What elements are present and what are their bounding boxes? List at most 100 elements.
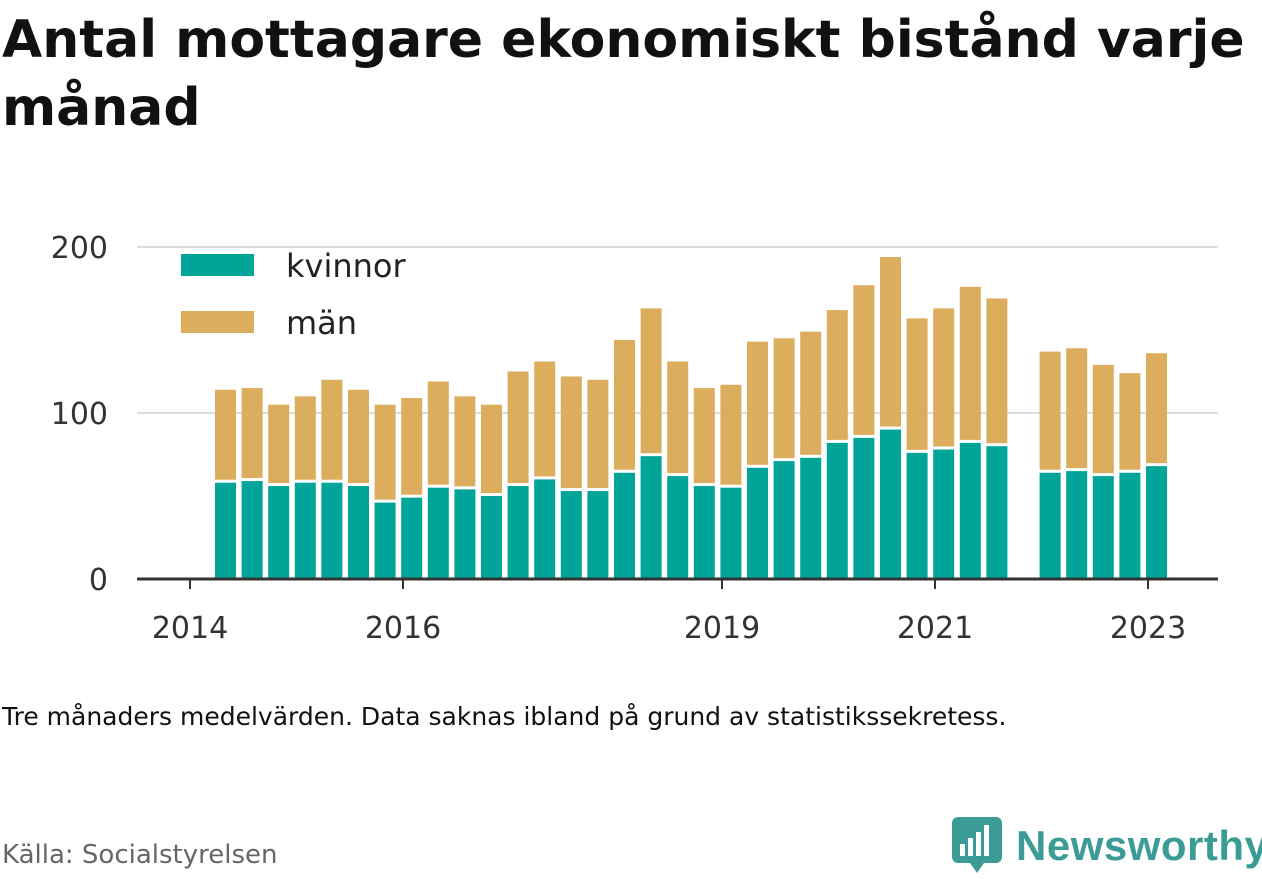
bar-kvinnor (853, 437, 875, 579)
bar-man (374, 404, 396, 500)
bar-stack (241, 388, 263, 579)
bar-stack (880, 256, 901, 579)
bar-man (241, 388, 263, 479)
bar-stack (773, 338, 795, 579)
bar-stack (906, 318, 928, 579)
x-tick-label: 2019 (684, 611, 760, 646)
bar-kvinnor (1146, 466, 1167, 579)
x-tick-2016: 2016 (365, 579, 441, 646)
bar-man (747, 341, 768, 465)
bar-man (560, 376, 582, 489)
bar-stack (986, 298, 1008, 579)
bar-kvinnor (427, 487, 449, 579)
bar-stack (481, 404, 502, 579)
bar-stack (1146, 353, 1167, 579)
bar-stack (933, 308, 955, 579)
x-tick-label: 2023 (1110, 611, 1186, 646)
bar-man (294, 396, 316, 480)
y-tick-label: 0 (89, 563, 108, 598)
bar-man (800, 331, 822, 455)
bar-stack (268, 404, 290, 579)
bar-man (534, 361, 556, 477)
bar-man (481, 404, 502, 493)
y-axis-ticks: 0 100 200 (51, 231, 108, 598)
legend-label-man: män (286, 304, 357, 342)
bar-kvinnor (321, 482, 343, 579)
bar-kvinnor (614, 472, 635, 579)
bar-man (348, 389, 369, 484)
bar-stack (667, 361, 689, 579)
bar-kvinnor (880, 429, 901, 579)
bar-stack (693, 388, 715, 579)
bar-stack (800, 331, 822, 579)
bar-kvinnor (667, 476, 689, 579)
bar-stack (534, 361, 556, 579)
bar-man (1039, 351, 1061, 470)
bar-stack (560, 376, 582, 579)
bar-man (773, 338, 795, 459)
bar-kvinnor (1039, 472, 1061, 579)
bar-man (826, 310, 848, 440)
bar-stack (1039, 351, 1061, 579)
bar-kvinnor (268, 486, 290, 579)
bar-man (667, 361, 689, 474)
bar-man (693, 388, 715, 484)
bar-stack (401, 398, 423, 579)
x-tick-label: 2016 (365, 611, 441, 646)
bar-kvinnor (348, 486, 369, 579)
bar-stack (1119, 373, 1141, 579)
bar-man (880, 256, 901, 427)
bar-stack (826, 310, 848, 579)
bar-kvinnor (959, 442, 981, 579)
bar-kvinnor (507, 486, 529, 579)
bar-stack (507, 371, 529, 579)
legend-label-kvinnor: kvinnor (286, 247, 407, 285)
bar-man (1066, 348, 1088, 469)
bars (215, 256, 1167, 579)
bar-kvinnor (374, 502, 396, 579)
bar-man (454, 396, 476, 487)
y-tick-label: 100 (51, 397, 108, 432)
x-tick-2021: 2021 (897, 579, 973, 646)
legend: kvinnor män (181, 247, 407, 342)
chart-note: Tre månaders medelvärden. Data saknas ib… (2, 702, 1007, 731)
bar-kvinnor (747, 467, 768, 579)
bar-kvinnor (560, 491, 582, 579)
bar-chart-speech-bubble-icon (952, 817, 1002, 873)
bar-kvinnor (640, 456, 662, 579)
brand-name: Newsworthy (1016, 822, 1262, 869)
bar-stack (587, 379, 609, 579)
bar-man (614, 339, 635, 470)
bar-kvinnor (534, 479, 556, 579)
bar-man (986, 298, 1008, 444)
bar-kvinnor (215, 482, 236, 579)
bar-man (906, 318, 928, 450)
bar-kvinnor (401, 497, 423, 579)
legend-item-kvinnor: kvinnor (181, 247, 407, 285)
bar-stack (294, 396, 316, 579)
bar-man (1146, 353, 1167, 464)
x-tick-2023: 2023 (1110, 579, 1186, 646)
legend-swatch-man (181, 311, 254, 333)
bar-man (720, 384, 742, 485)
stacked-bar-chart: 0 100 200 2014 2016 2019 2021 2023 kvinnor (51, 231, 1218, 646)
bar-stack (1092, 364, 1114, 579)
legend-swatch-kvinnor (181, 254, 254, 276)
bar-stack (640, 308, 662, 579)
x-tick-label: 2014 (152, 611, 228, 646)
y-tick-label: 200 (51, 231, 108, 266)
bar-stack (747, 341, 768, 579)
newsworthy-logo: Newsworthy (952, 817, 1262, 874)
bar-stack (348, 389, 369, 579)
bar-stack (427, 381, 449, 579)
bar-man (1092, 364, 1114, 474)
bar-stack (454, 396, 476, 579)
bar-kvinnor (773, 461, 795, 579)
bar-stack (614, 339, 635, 579)
bar-man (587, 379, 609, 489)
bar-kvinnor (587, 491, 609, 579)
bar-stack (321, 379, 343, 579)
bar-man (427, 381, 449, 485)
bar-kvinnor (986, 446, 1008, 579)
bar-kvinnor (720, 487, 742, 579)
